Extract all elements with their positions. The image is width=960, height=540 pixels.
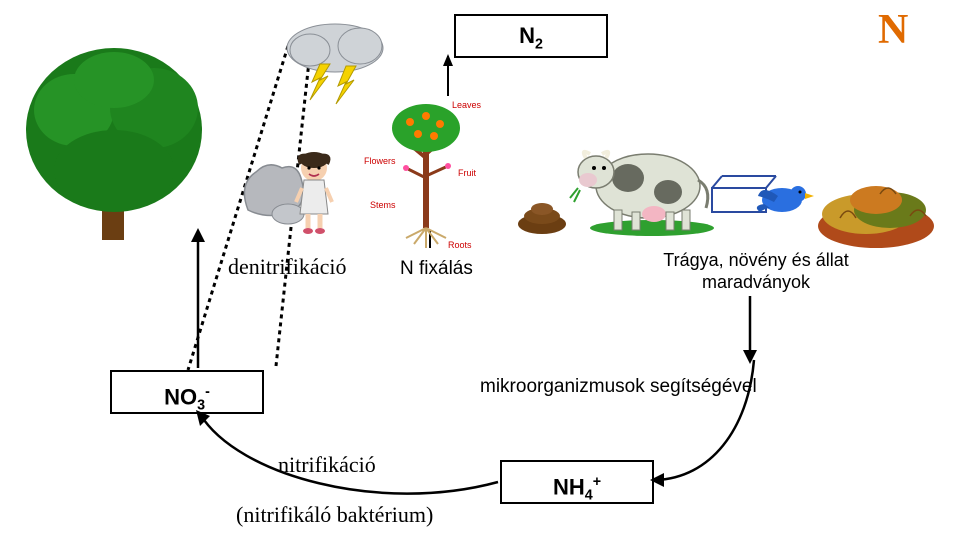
decomp-arrow-head [650, 473, 664, 487]
diagram-svg: Leaves Flowers Fruit Stems Roots [0, 0, 960, 540]
uptake-arrow-head [191, 228, 205, 242]
cloud-icon [287, 24, 383, 104]
plant-label-roots: Roots [448, 240, 472, 250]
tree-icon [26, 48, 202, 240]
decomp-curve [656, 360, 754, 480]
fruit-tree-icon: Leaves Flowers Fruit Stems Roots [364, 100, 482, 250]
manure-icon [518, 203, 566, 234]
nitrification-curve [200, 414, 498, 494]
plant-label-fruit: Fruit [458, 168, 476, 178]
leaf-pile-icon [818, 186, 934, 248]
plant-label-leaves: Leaves [452, 100, 482, 110]
rock-icon [244, 165, 304, 224]
cow-icon [570, 152, 714, 236]
girl-icon [296, 152, 332, 234]
nfix-arrow-head-up [443, 54, 453, 66]
plant-label-flowers: Flowers [364, 156, 396, 166]
diagram-stage: N N2 NO3- NH4+ denitrifikáció N fixálás … [0, 0, 960, 540]
plant-label-stems: Stems [370, 200, 396, 210]
